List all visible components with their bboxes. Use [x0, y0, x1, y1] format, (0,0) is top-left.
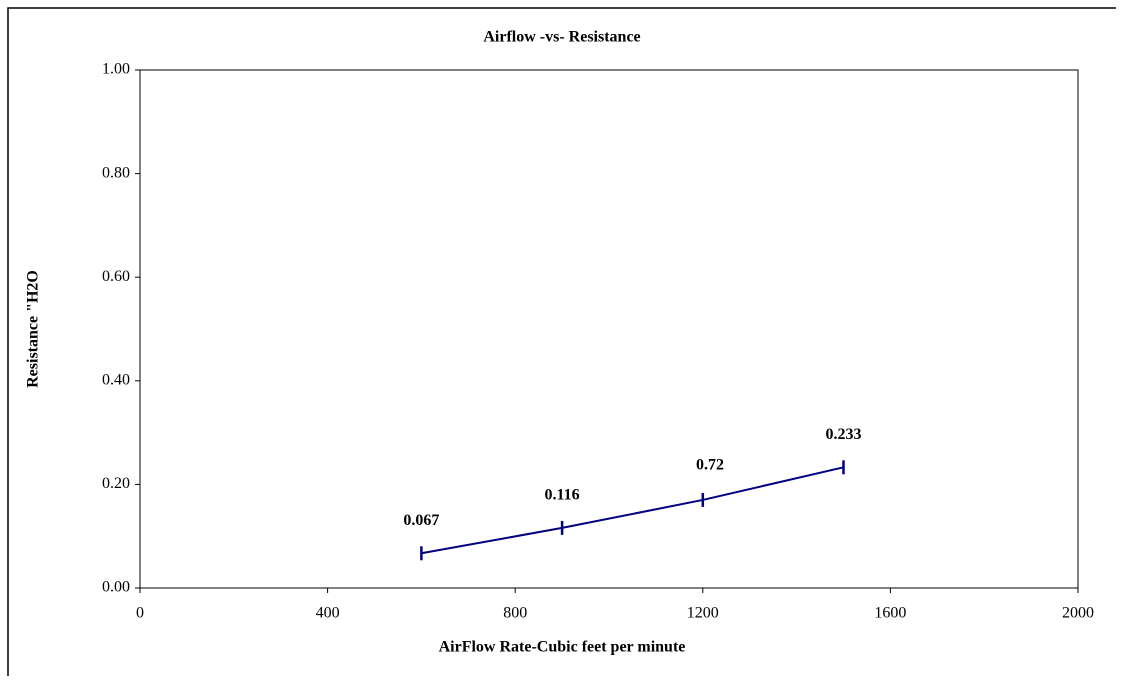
data-label: 0.067 — [403, 512, 439, 529]
annotation: 0.72 — [696, 457, 724, 474]
line — [421, 466, 844, 555]
x-tick-label: 1200 — [687, 605, 719, 622]
x-axis-label: AirFlow Rate-Cubic feet per minute — [439, 639, 686, 656]
y-tick-label: 0.80 — [102, 164, 130, 181]
x-tick-label: 400 — [316, 605, 340, 622]
chart-title: Airflow -vs- Resistance — [483, 29, 640, 46]
x-tick-label: 800 — [503, 605, 527, 622]
y-tick-label: 0.40 — [102, 371, 130, 388]
x-tick-label: 1600 — [874, 605, 906, 622]
data-label: 0.116 — [545, 487, 580, 504]
y-tick-label: 1.00 — [102, 61, 130, 78]
y-tick-label: 0.60 — [102, 268, 130, 285]
x-tick-label: 0 — [136, 605, 144, 622]
frame — [7, 7, 1116, 676]
x-tick-label: 2000 — [1062, 605, 1094, 622]
data-label: 0.233 — [826, 426, 862, 443]
y-axis-label: Resistance "H2O — [25, 270, 42, 388]
y-tick-label: 0.00 — [102, 579, 130, 596]
plot-area — [139, 69, 1079, 589]
y-tick-label: 0.20 — [102, 475, 130, 492]
